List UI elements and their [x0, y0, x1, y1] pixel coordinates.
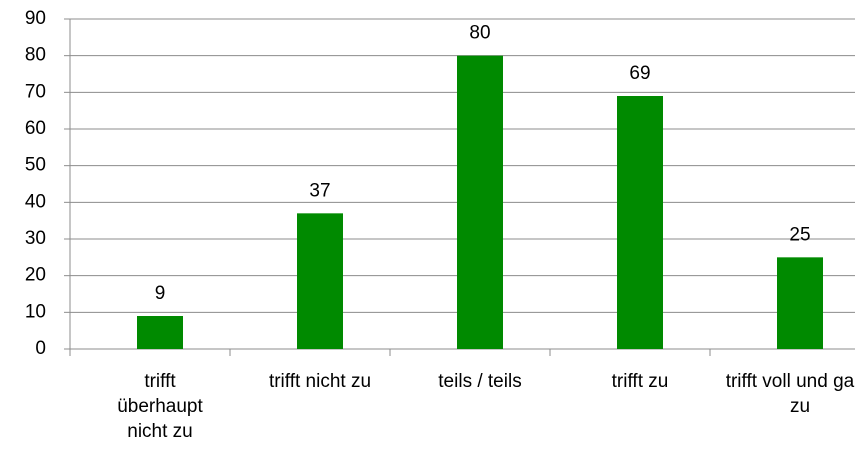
- y-tick-label: 40: [25, 191, 46, 212]
- y-tick-label: 20: [25, 265, 46, 286]
- y-tick-label: 0: [35, 338, 46, 359]
- x-tick-label: trifft zu: [611, 371, 669, 392]
- y-tick-label: 70: [25, 81, 46, 102]
- x-tick-label: trifft überhaupt nicht zu: [117, 371, 203, 442]
- y-tick-label: 80: [25, 45, 46, 66]
- y-tick-label: 30: [25, 228, 46, 249]
- y-tick-label: 10: [25, 301, 46, 322]
- data-label: 9: [155, 283, 166, 304]
- x-tick-label: teils / teils: [438, 371, 522, 392]
- bar: [457, 55, 503, 350]
- data-label: 37: [309, 180, 330, 201]
- y-tick-label: 50: [25, 155, 46, 176]
- data-label: 69: [629, 63, 650, 84]
- bar: [777, 257, 823, 349]
- y-tick-label: 90: [25, 8, 46, 29]
- x-tick-label: trifft nicht zu: [268, 371, 372, 392]
- data-label: 25: [789, 224, 810, 245]
- bar: [297, 213, 343, 349]
- bar: [617, 96, 663, 349]
- data-label: 80: [469, 23, 490, 44]
- x-tick-label: trifft voll und ganz zu: [725, 371, 855, 417]
- bar: [137, 316, 183, 349]
- y-tick-label: 60: [25, 118, 46, 139]
